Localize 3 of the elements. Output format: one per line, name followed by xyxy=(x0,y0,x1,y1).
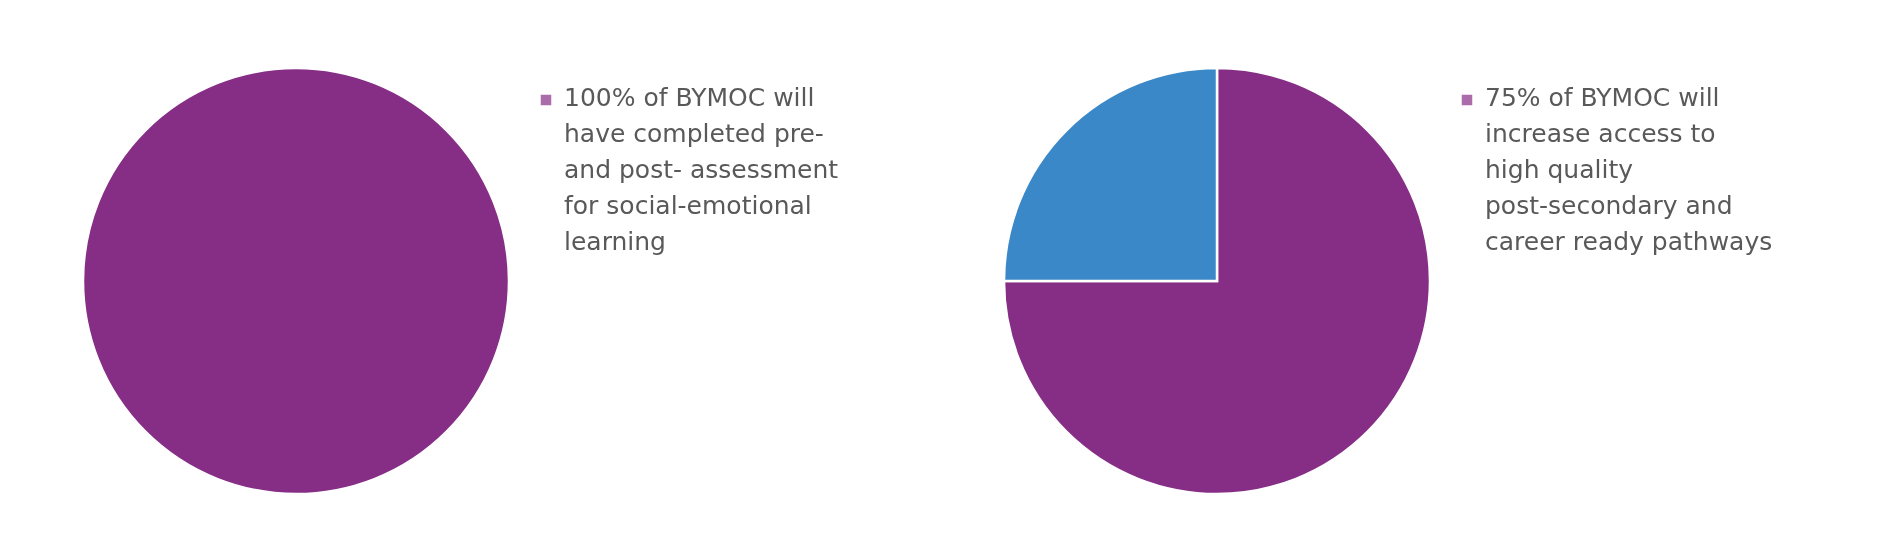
legend-label: 75% of BYMOC will increase access to high quality post-secondary and career ready pathways xyxy=(1485,83,1773,256)
legend-label: 100% of BYMOC will have completed pre- and post- assessment for social-emotional learning xyxy=(564,83,839,256)
pie-slice xyxy=(1002,66,1432,496)
